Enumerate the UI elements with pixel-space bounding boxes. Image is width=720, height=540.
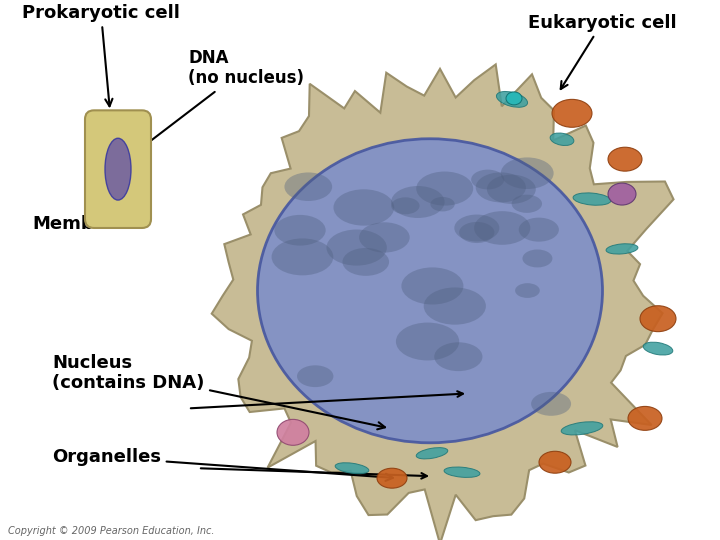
Ellipse shape [391,186,444,218]
Ellipse shape [501,158,554,189]
Ellipse shape [573,193,611,205]
Ellipse shape [423,287,486,325]
Ellipse shape [326,230,387,266]
Ellipse shape [552,99,592,127]
Ellipse shape [401,267,464,305]
Ellipse shape [333,190,395,226]
Ellipse shape [377,468,407,488]
Ellipse shape [271,239,333,275]
Ellipse shape [476,172,526,202]
Text: Nucleus
(contains DNA): Nucleus (contains DNA) [52,354,385,429]
Ellipse shape [391,197,420,214]
Ellipse shape [496,91,528,107]
Ellipse shape [515,283,540,298]
Text: Eukaryotic cell: Eukaryotic cell [528,14,677,89]
Ellipse shape [258,139,603,443]
Ellipse shape [518,218,559,242]
Ellipse shape [416,172,473,206]
Ellipse shape [454,214,500,241]
Ellipse shape [550,133,574,145]
Ellipse shape [608,147,642,171]
Ellipse shape [396,322,459,360]
Ellipse shape [628,407,662,430]
Ellipse shape [608,183,636,205]
Ellipse shape [335,463,369,474]
FancyBboxPatch shape [85,110,151,228]
Text: DNA
(no nucleus): DNA (no nucleus) [128,49,304,158]
Ellipse shape [105,138,131,200]
Ellipse shape [506,92,522,105]
Ellipse shape [444,467,480,477]
Ellipse shape [431,197,455,212]
Polygon shape [212,64,673,540]
Ellipse shape [343,248,389,276]
Ellipse shape [471,170,504,190]
Text: Organelles: Organelles [52,448,393,481]
Text: Prokaryotic cell: Prokaryotic cell [22,4,180,106]
Ellipse shape [416,448,448,459]
Ellipse shape [487,174,536,204]
Ellipse shape [297,366,333,387]
Ellipse shape [277,420,309,446]
Ellipse shape [474,211,531,245]
Ellipse shape [359,222,410,253]
Ellipse shape [434,342,482,371]
Ellipse shape [274,215,325,246]
Ellipse shape [643,342,672,355]
Ellipse shape [531,392,571,416]
Ellipse shape [539,451,571,473]
Ellipse shape [523,249,552,267]
Ellipse shape [606,244,638,254]
Ellipse shape [459,222,495,243]
Text: Membrane: Membrane [32,202,140,233]
Text: Copyright © 2009 Pearson Education, Inc.: Copyright © 2009 Pearson Education, Inc. [8,526,215,536]
Ellipse shape [284,172,332,201]
Ellipse shape [640,306,676,332]
Ellipse shape [561,422,603,435]
Ellipse shape [512,195,542,213]
